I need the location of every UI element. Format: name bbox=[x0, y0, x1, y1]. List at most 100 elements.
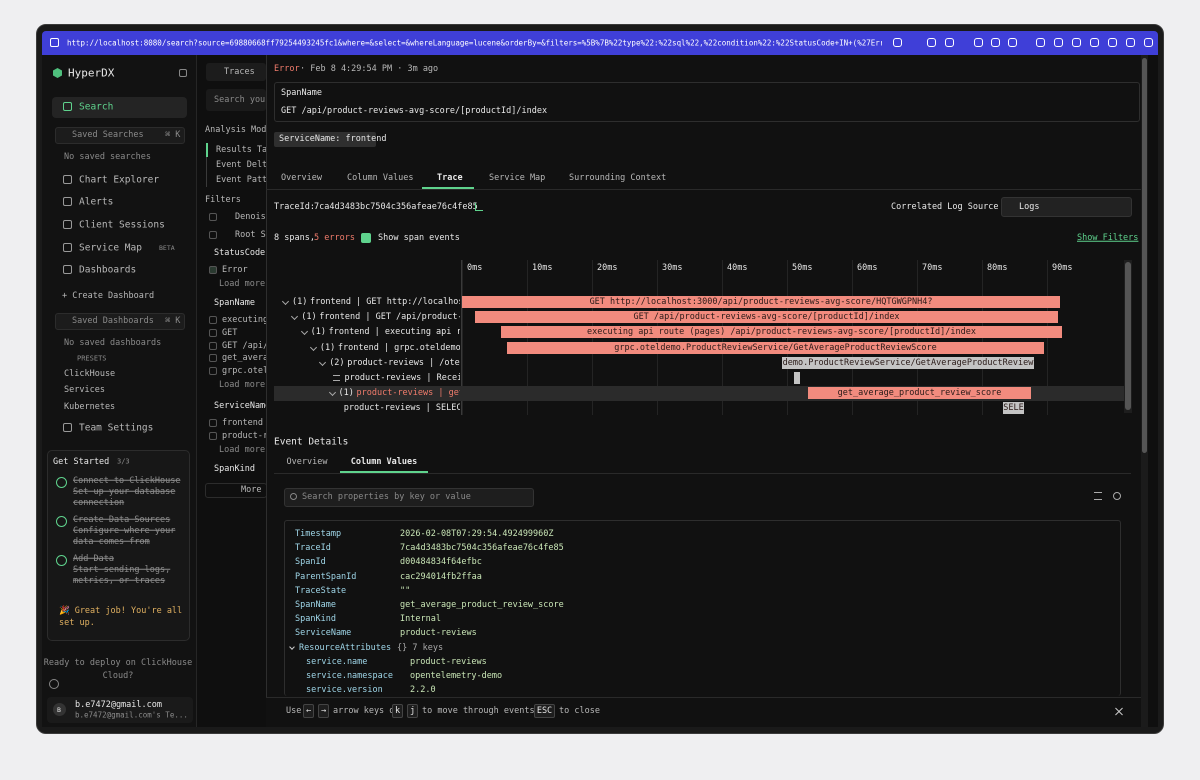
browser-icon[interactable] bbox=[1144, 38, 1153, 47]
nav-item[interactable]: Client Sessions bbox=[79, 219, 165, 231]
nav-item[interactable]: Chart Explorer bbox=[79, 174, 160, 186]
browser-icon[interactable] bbox=[1072, 38, 1081, 47]
property-search[interactable] bbox=[284, 488, 534, 507]
expand-arrow[interactable] bbox=[300, 328, 308, 336]
preset-link[interactable]: Kubernetes bbox=[64, 401, 116, 412]
tab[interactable]: Column Values bbox=[347, 172, 414, 183]
nav-item[interactable]: Team Settings bbox=[79, 422, 154, 434]
search-nav[interactable] bbox=[52, 97, 187, 118]
checkbox[interactable] bbox=[209, 341, 217, 350]
browser-icon[interactable] bbox=[1108, 38, 1117, 47]
browser-icon[interactable] bbox=[1054, 38, 1063, 47]
avatar-text: B bbox=[57, 705, 61, 714]
collapse-icon[interactable] bbox=[179, 69, 187, 77]
source-select[interactable] bbox=[206, 63, 266, 81]
checkbox[interactable] bbox=[209, 231, 217, 239]
expand-arrow[interactable] bbox=[291, 313, 299, 321]
progress: 3/3 bbox=[117, 457, 130, 466]
nav-item[interactable]: Dashboards bbox=[79, 264, 137, 276]
checkbox[interactable] bbox=[209, 419, 217, 427]
tab[interactable]: Trace bbox=[437, 172, 463, 183]
tab[interactable]: Column Values bbox=[350, 456, 418, 467]
span-bar[interactable]: GET /api/product-reviews-avg-score/[prod… bbox=[475, 311, 1058, 324]
filter-group[interactable]: SpanKind bbox=[214, 463, 255, 474]
tab[interactable]: Service Map bbox=[489, 172, 546, 183]
span-bar[interactable]: /oteldemo.ProductReviewService/GetAverag… bbox=[782, 356, 1034, 369]
help-icon[interactable] bbox=[49, 679, 59, 689]
preset-link[interactable]: Services bbox=[64, 384, 105, 395]
checkbox[interactable] bbox=[209, 328, 217, 337]
tick-label: 80ms bbox=[987, 262, 1008, 273]
row-label-clip[interactable]: (1)frontend | GET /api/product-reviews bbox=[274, 310, 460, 324]
load-more[interactable]: Load more bbox=[219, 444, 266, 455]
user-card[interactable] bbox=[47, 697, 193, 723]
row-label-clip[interactable]: (2)product-reviews | /oteldemo. bbox=[274, 356, 460, 370]
correlated-label: Correlated Log Source bbox=[891, 201, 999, 212]
checkbox[interactable] bbox=[361, 233, 371, 243]
browser-icon[interactable] bbox=[927, 38, 936, 47]
search-input[interactable] bbox=[206, 89, 266, 111]
tab[interactable]: Overview bbox=[281, 172, 322, 183]
tick-label: 50ms bbox=[792, 262, 813, 273]
tab[interactable]: Overview bbox=[286, 456, 328, 467]
filter-group[interactable]: SpanName bbox=[214, 297, 255, 308]
log-source-select[interactable] bbox=[1001, 197, 1132, 217]
filter-group[interactable]: ServiceName bbox=[214, 400, 271, 411]
tab[interactable]: Surrounding Context bbox=[569, 172, 667, 183]
preset-link[interactable]: ClickHouse bbox=[64, 368, 116, 379]
checkbox[interactable] bbox=[209, 354, 217, 363]
row-label-clip[interactable]: product-reviews | Receive bbox=[274, 371, 460, 385]
search-placeholder: Search your bbox=[214, 94, 271, 105]
browser-icon[interactable] bbox=[1036, 38, 1045, 47]
browser-icon[interactable] bbox=[974, 38, 983, 47]
wrap-icon[interactable] bbox=[1094, 492, 1102, 500]
row-label-clip[interactable]: (1)frontend | grpc.oteldemo.Produ bbox=[274, 341, 460, 355]
load-more[interactable]: Load more bbox=[219, 278, 266, 289]
property-key: service.version bbox=[306, 685, 383, 696]
show-filters[interactable]: Show Filters bbox=[1077, 232, 1139, 243]
checkbox[interactable] bbox=[209, 367, 217, 376]
span-bar[interactable]: GET http://localhost:3000/api/product-re… bbox=[462, 296, 1060, 308]
settings-icon[interactable] bbox=[1113, 492, 1121, 500]
checkbox[interactable] bbox=[209, 316, 217, 324]
row-label-clip[interactable]: (1)frontend | GET http://localhost:3 bbox=[274, 295, 460, 309]
browser-icon[interactable] bbox=[1008, 38, 1017, 47]
row-label-clip[interactable]: (1)frontend | executing api route (p bbox=[274, 325, 460, 339]
browser-icon[interactable] bbox=[991, 38, 1000, 47]
load-more[interactable]: Load more bbox=[219, 379, 266, 390]
close-button[interactable] bbox=[1114, 706, 1124, 716]
checkbox[interactable] bbox=[209, 266, 217, 274]
expand-arrow[interactable] bbox=[309, 343, 317, 351]
nav-item[interactable]: Service Map bbox=[79, 242, 142, 254]
browser-icon[interactable] bbox=[1126, 38, 1135, 47]
section-title: Event Details bbox=[274, 436, 349, 448]
browser-icon[interactable] bbox=[893, 38, 902, 47]
edit-icon[interactable] bbox=[475, 203, 483, 211]
mode-item[interactable]: Results Tab bbox=[216, 144, 273, 155]
span-bar[interactable]: get_average_product_review_score bbox=[808, 387, 1031, 400]
browser-icon[interactable] bbox=[945, 38, 954, 47]
saved-searches-input[interactable] bbox=[55, 127, 185, 144]
mode-item[interactable]: Event Delta bbox=[216, 159, 273, 170]
checkbox[interactable] bbox=[209, 431, 217, 440]
mode-item[interactable]: Event Patte bbox=[216, 174, 273, 185]
expand-arrow[interactable] bbox=[319, 358, 327, 366]
span-bar[interactable]: executing api route (pages) /api/product… bbox=[501, 326, 1062, 339]
filter-group[interactable]: StatusCode bbox=[214, 247, 266, 258]
row-label-clip[interactable]: product-reviews | SELECT bbox=[274, 401, 460, 415]
span-bar[interactable]: grpc.oteldemo.ProductReviewService/GetAv… bbox=[507, 341, 1044, 354]
browser-icon[interactable] bbox=[1090, 38, 1099, 47]
row-label-clip[interactable]: (1)product-reviews | get_ave bbox=[274, 386, 460, 400]
checkbox[interactable] bbox=[209, 213, 217, 221]
nav-item[interactable]: Alerts bbox=[79, 196, 114, 208]
url-text[interactable]: http://localhost:8080/search?source=6988… bbox=[67, 39, 882, 47]
saved-dashboards-input[interactable] bbox=[55, 313, 185, 330]
mode-rail bbox=[206, 143, 207, 187]
create-dashboard[interactable]: + Create Dashboard bbox=[62, 290, 155, 301]
key-cap bbox=[318, 704, 329, 718]
expand-arrow[interactable] bbox=[328, 389, 336, 397]
expand-arrow[interactable] bbox=[281, 297, 290, 306]
step-title: Add Data bbox=[73, 553, 114, 564]
span-bar[interactable] bbox=[794, 372, 800, 384]
span-bar[interactable]: SELE bbox=[1003, 402, 1024, 415]
